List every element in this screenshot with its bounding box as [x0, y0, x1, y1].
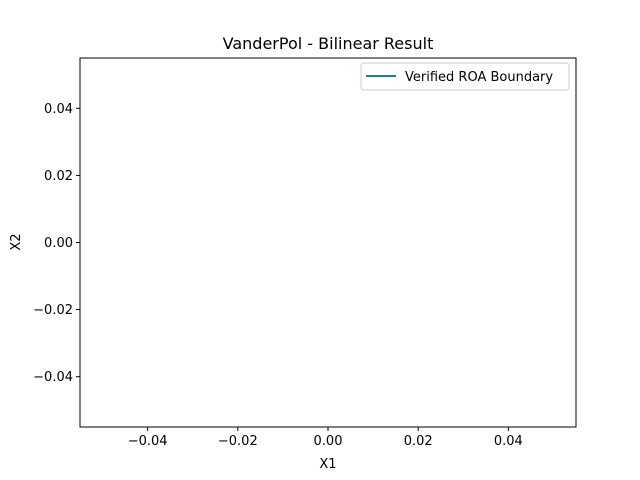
x-axis-ticks: −0.04 −0.02 0.00 0.02 0.04: [128, 427, 523, 449]
y-tick-label: 0.00: [44, 236, 73, 251]
x-tick-label: 0.00: [314, 434, 343, 449]
legend-label-verified-roa-boundary: Verified ROA Boundary: [405, 70, 553, 85]
y-tick-label: −0.02: [33, 303, 73, 318]
y-tick-label: 0.02: [44, 169, 73, 184]
chart-title: VanderPol - Bilinear Result: [223, 34, 434, 53]
y-axis-ticks: −0.04 −0.02 0.00 0.02 0.04: [33, 102, 80, 385]
y-tick-label: 0.04: [44, 102, 73, 117]
legend-box: [360, 62, 570, 91]
x-tick-label: 0.02: [404, 434, 433, 449]
legend: Verified ROA Boundary: [360, 62, 570, 91]
x-tick-label: −0.04: [128, 434, 168, 449]
x-tick-label: 0.04: [494, 434, 523, 449]
y-axis-label: X2: [9, 233, 24, 250]
x-axis-label: X1: [319, 457, 336, 472]
plot-area: [80, 58, 576, 427]
y-tick-label: −0.04: [33, 370, 73, 385]
x-tick-label: −0.02: [218, 434, 258, 449]
